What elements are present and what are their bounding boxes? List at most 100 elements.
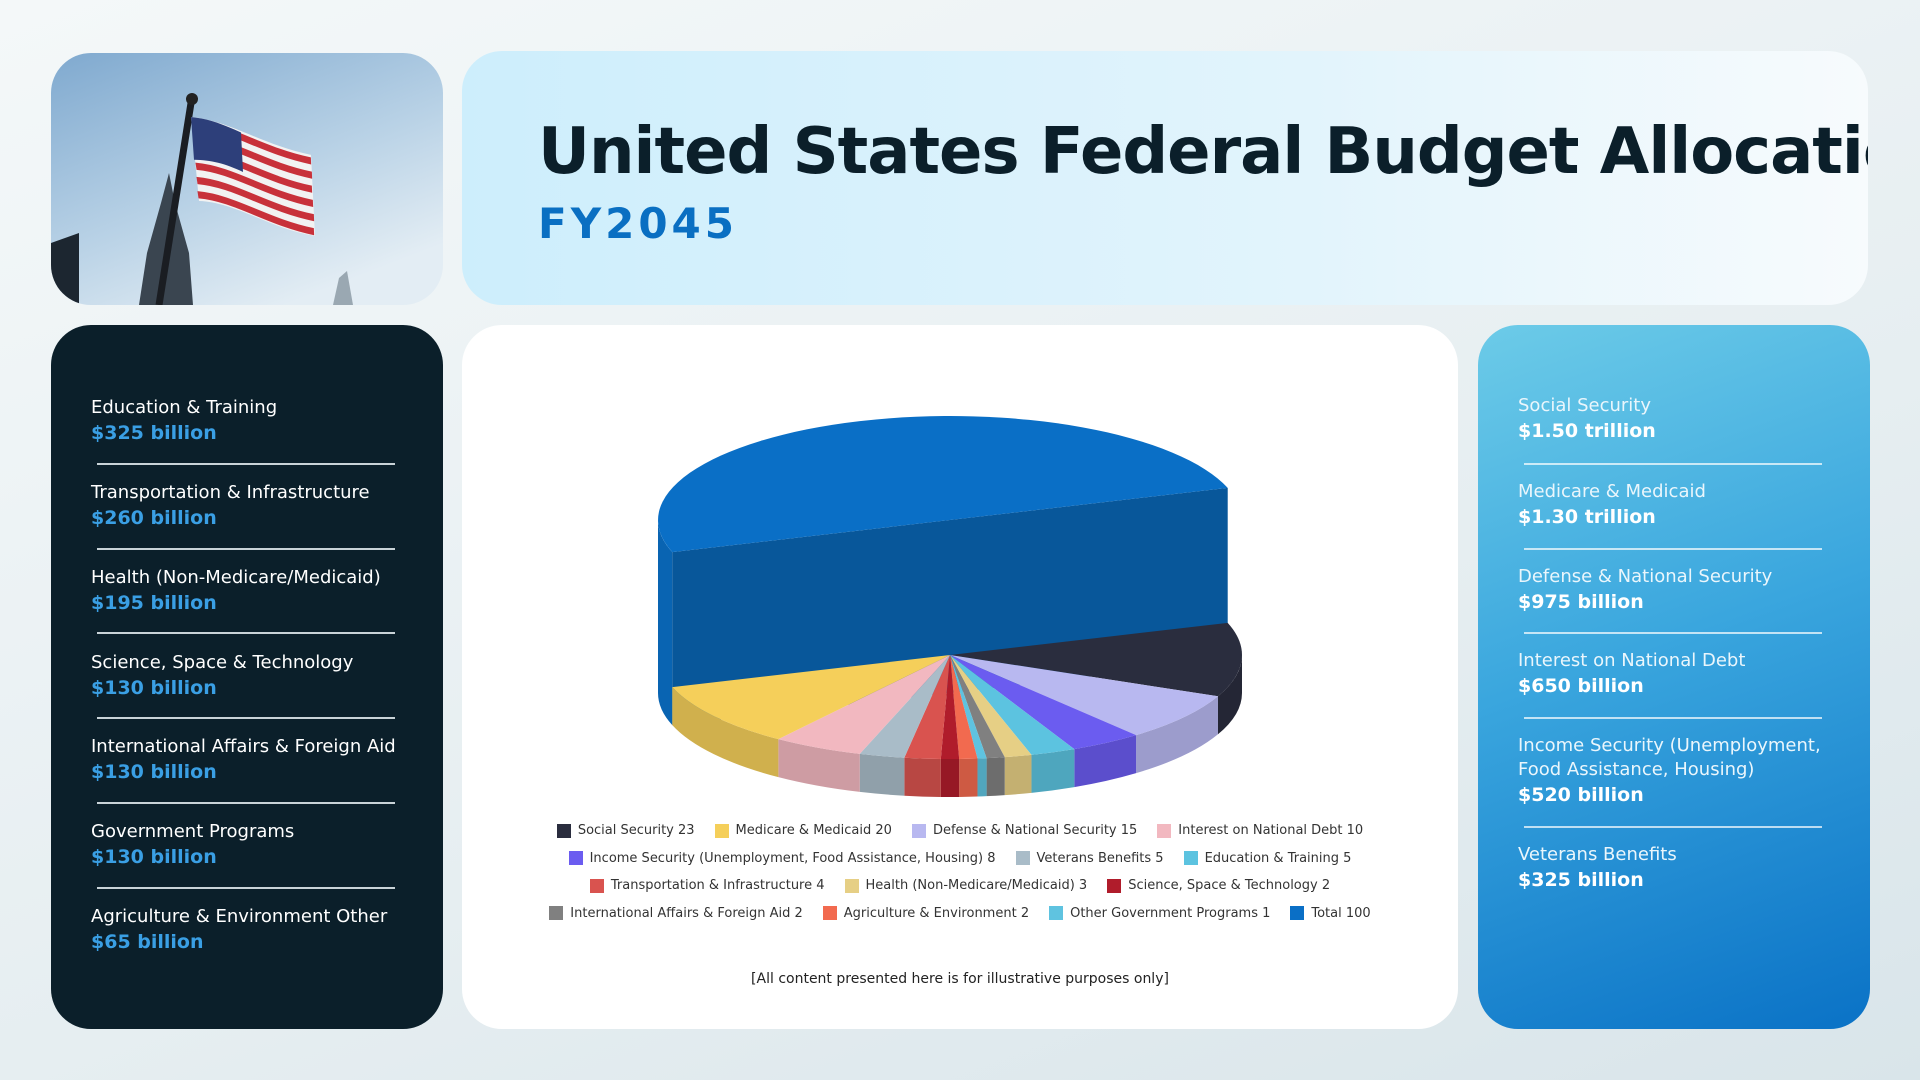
pie-slice[interactable]	[950, 622, 1242, 697]
divider	[1524, 632, 1822, 634]
pie-slice-side[interactable]	[904, 757, 941, 797]
budget-item: Government Programs $130 billion	[91, 820, 403, 870]
legend-label: Interest on National Debt 10	[1178, 823, 1364, 839]
legend-swatch	[1157, 823, 1172, 838]
legend-item[interactable]: International Affairs & Foreign Aid 2	[549, 905, 803, 921]
right-budget-panel: Social Security $1.50 trillion Medicare &…	[1478, 325, 1870, 1029]
legend-swatch	[549, 906, 564, 921]
legend-swatch	[911, 823, 926, 838]
divider	[97, 632, 395, 634]
budget-item: Interest on National Debt $650 billion	[1518, 649, 1830, 699]
legend-label: Medicare & Medicaid 20	[735, 823, 892, 839]
legend-swatch	[1049, 906, 1064, 921]
legend-label: Transportation & Infrastructure 4	[610, 878, 825, 894]
item-value: $260 billion	[91, 507, 217, 529]
item-value: $325 billion	[1518, 869, 1644, 891]
legend-label: International Affairs & Foreign Aid 2	[570, 905, 803, 921]
legend-swatch	[714, 823, 729, 838]
item-value: $325 billion	[91, 422, 217, 444]
item-label: Education & Training	[91, 397, 278, 418]
item-label: Agriculture & Environment Other	[91, 906, 388, 927]
pie-slice-side[interactable]	[1217, 655, 1242, 735]
legend-row: Transportation & Infrastructure 4 Health …	[462, 872, 1458, 900]
legend-item[interactable]: Medicare & Medicaid 20	[714, 823, 892, 839]
pie-slice-side[interactable]	[1074, 735, 1137, 788]
pie-slice-side[interactable]	[778, 739, 860, 792]
pie-slice[interactable]	[672, 655, 950, 740]
item-value: $195 billion	[91, 592, 217, 614]
american-flag-image	[51, 53, 443, 305]
legend-item[interactable]: Education & Training 5	[1183, 851, 1351, 866]
pie-slice-side[interactable]	[1136, 696, 1218, 774]
item-value: $130 billion	[91, 846, 217, 868]
budget-item: Medicare & Medicaid $1.30 trillion	[1518, 480, 1830, 530]
pie-slice-side-total[interactable]	[658, 520, 673, 726]
legend-label: Science, Space & Technology 2	[1128, 878, 1331, 894]
pie-slice[interactable]	[950, 655, 1137, 750]
pie-slice[interactable]	[950, 655, 1032, 758]
legend-swatch	[556, 823, 571, 838]
divider	[97, 548, 395, 550]
item-label: Veterans Benefits	[1518, 844, 1677, 865]
item-label: Science, Space & Technology	[91, 652, 354, 673]
pie-slice-side[interactable]	[1004, 754, 1032, 796]
legend-item[interactable]: Agriculture & Environment 2	[822, 906, 1029, 921]
item-value: $130 billion	[91, 677, 217, 699]
legend-label: Total 100	[1311, 905, 1371, 921]
pie-slice-side[interactable]	[986, 757, 1005, 797]
pie-slice[interactable]	[778, 655, 950, 754]
pie-slice-side[interactable]	[977, 758, 987, 797]
legend-label: Income Security (Unemployment, Food Assi…	[589, 850, 996, 866]
pie-slice-side[interactable]	[940, 758, 960, 797]
legend-label: Health (Non-Medicare/Medicaid) 3	[865, 878, 1088, 894]
legend-swatch	[822, 906, 837, 921]
divider	[1524, 463, 1822, 465]
legend-swatch	[1183, 851, 1198, 866]
item-label: Defense & National Security	[1518, 566, 1773, 587]
pie-slice[interactable]	[950, 655, 1218, 736]
pie-slice[interactable]	[950, 655, 1075, 755]
pie-slice[interactable]	[950, 655, 978, 759]
pie-slice[interactable]	[950, 655, 987, 759]
pie-slice[interactable]	[950, 655, 1005, 759]
legend-item[interactable]: Defense & National Security 15	[911, 823, 1138, 839]
chart-legend: Social Security 23 Medicare & Medicaid 20…	[462, 817, 1458, 927]
legend-item[interactable]: Interest on National Debt 10	[1157, 823, 1363, 838]
pie-slice-side[interactable]	[959, 758, 978, 797]
legend-label: Other Government Programs 1	[1070, 905, 1271, 921]
item-label: Transportation & Infrastructure	[91, 482, 370, 503]
divider	[1524, 717, 1822, 719]
divider	[1524, 548, 1822, 550]
title-card: United States Federal Budget Allocation …	[462, 51, 1868, 305]
legend-swatch	[589, 878, 604, 893]
pie-slice-side[interactable]	[672, 687, 779, 778]
pie-slice[interactable]	[904, 655, 950, 759]
legend-label: Defense & National Security 15	[932, 823, 1138, 839]
item-value: $650 billion	[1518, 675, 1644, 697]
legend-item[interactable]: Transportation & Infrastructure 4	[589, 878, 825, 894]
item-value: $1.50 trillion	[1518, 420, 1656, 442]
pie-slice-total[interactable]	[658, 416, 1228, 553]
pie-slice-side[interactable]	[1031, 749, 1075, 793]
item-label: International Affairs & Foreign Aid	[91, 736, 396, 757]
item-label: Medicare & Medicaid	[1518, 481, 1706, 502]
legend-item[interactable]: Social Security 23	[556, 823, 695, 838]
legend-item[interactable]: Other Government Programs 1	[1049, 906, 1270, 921]
item-label: Government Programs	[91, 821, 295, 842]
item-value: $65 billion	[91, 931, 204, 953]
legend-swatch	[568, 851, 583, 866]
item-value: $130 billion	[91, 761, 217, 783]
legend-item[interactable]: Health (Non-Medicare/Medicaid) 3	[844, 878, 1088, 894]
legend-item[interactable]: Income Security (Unemployment, Food Assi…	[568, 850, 996, 866]
pie-slice[interactable]	[940, 655, 960, 759]
legend-item[interactable]: Total 100	[1290, 905, 1371, 921]
item-value: $520 billion	[1518, 784, 1644, 806]
legend-item[interactable]: Science, Space & Technology 2	[1107, 878, 1330, 893]
flag-photo	[51, 53, 443, 305]
budget-item: Agriculture & Environment Other $65 billi…	[91, 905, 403, 955]
item-label: Income Security (Unemployment, Food Assi…	[1518, 735, 1821, 780]
pie-slice-side[interactable]	[859, 753, 905, 796]
pie-slice[interactable]	[859, 655, 950, 758]
budget-item: Veterans Benefits $325 billion	[1518, 843, 1830, 893]
legend-item[interactable]: Veterans Benefits 5	[1015, 851, 1164, 866]
